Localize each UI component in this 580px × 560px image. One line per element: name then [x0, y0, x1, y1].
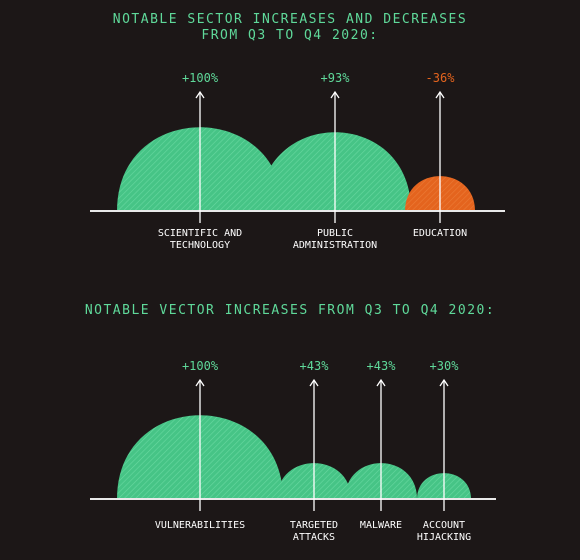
sector-category-label-1: PUBLIC ADMINISTRATION	[293, 228, 377, 251]
vector-category-label-0: VULNERABILITIES	[155, 520, 245, 531]
sector-value-label-1: +93%	[321, 71, 351, 85]
vector-value-label-1: +43%	[300, 359, 330, 373]
sector-chart-title-line1: NOTABLE SECTOR INCREASES AND DECREASES	[112, 12, 468, 27]
sector-value-label-2: -36%	[426, 71, 456, 85]
vector-arrow-head-0	[195, 378, 205, 387]
vector-category-label-1: TARGETED ATTACKS	[290, 520, 338, 543]
sector-value-label-0: +100%	[182, 71, 219, 85]
vector-chart-title: NOTABLE VECTOR INCREASES FROM Q3 TO Q4 2…	[84, 303, 496, 318]
sector-arrow-head-0	[195, 90, 205, 99]
sector-category-label-0: SCIENTIFIC AND TECHNOLOGY	[158, 228, 242, 251]
vector-arrow-head-1	[309, 378, 319, 387]
sector-arrow-head-2	[435, 90, 445, 99]
sector-arrow-head-1	[330, 90, 340, 99]
vector-category-label-2: MALWARE	[360, 520, 402, 531]
vector-category-label-3: ACCOUNT HIJACKING	[417, 520, 471, 543]
vector-value-label-0: +100%	[182, 359, 219, 373]
vector-value-label-3: +30%	[430, 359, 460, 373]
sector-chart-title-line2: FROM Q3 TO Q4 2020:	[201, 28, 379, 43]
sector-category-label-2: EDUCATION	[413, 228, 467, 239]
vector-value-label-2: +43%	[367, 359, 397, 373]
vector-arrow-head-2	[376, 378, 386, 387]
vector-arrow-head-3	[439, 378, 449, 387]
